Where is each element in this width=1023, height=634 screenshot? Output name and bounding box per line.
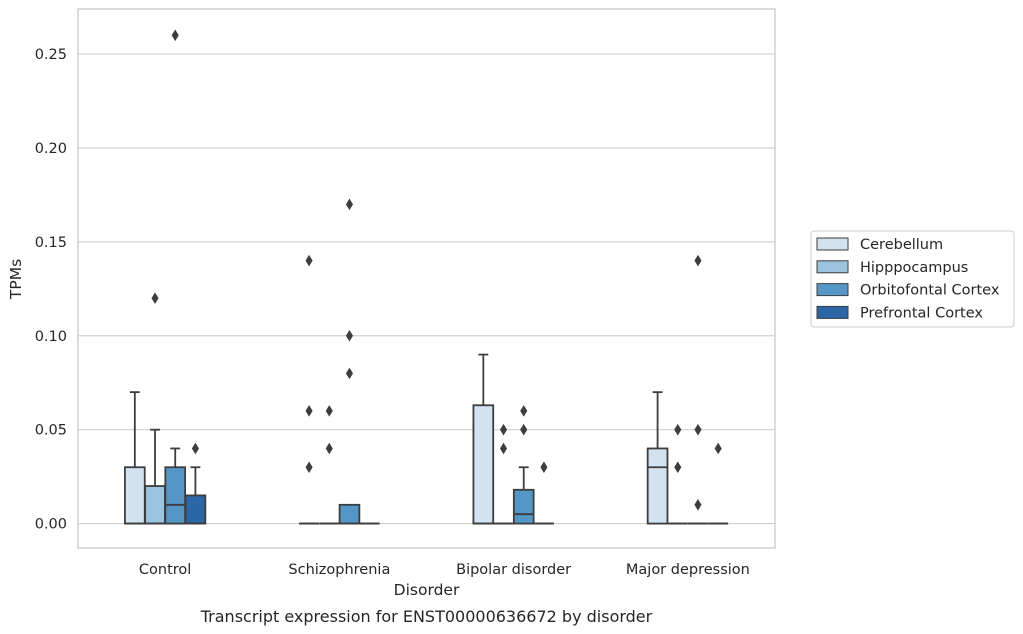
x-tick-label: Major depression	[626, 562, 750, 578]
x-tick-label: Schizophrenia	[288, 562, 390, 578]
box-cerebellum	[124, 391, 146, 525]
box-hipppocampus	[493, 423, 514, 525]
y-axis-title: TPMs	[7, 259, 25, 300]
outlier-point	[345, 330, 354, 342]
plot-frame	[77, 8, 776, 549]
outlier-point	[305, 461, 313, 474]
box-body	[184, 494, 207, 525]
plot-border	[77, 8, 776, 549]
box-cerebellum	[299, 254, 319, 525]
legend-frame	[810, 230, 1015, 328]
box-body	[124, 466, 146, 525]
outlier-point	[325, 442, 333, 455]
box-hipppocampus	[667, 423, 688, 525]
outlier-point	[305, 405, 313, 417]
box-layer	[124, 29, 729, 525]
x-tick-label: Bipolar disorder	[456, 562, 571, 578]
legend-label: Cerebellum	[860, 237, 943, 253]
x-axis-title: Disorder	[394, 581, 460, 599]
legend-swatch	[816, 305, 849, 319]
box-orbitofontal-cortex	[688, 254, 708, 525]
outlier-point	[305, 254, 313, 267]
box-cerebellum	[646, 391, 669, 525]
y-tick-label: 0.15	[35, 235, 67, 251]
box-orbitofontal-cortex	[164, 29, 187, 525]
legend-label: Hipppocampus	[860, 260, 968, 276]
outlier-point	[714, 442, 722, 455]
box-hipppocampus	[319, 405, 340, 525]
y-tick-label: 0.25	[35, 47, 67, 63]
axis-layer: 0.00 0.05 0.10 0.15 0.20 0.25 Control Schizophr…	[35, 47, 750, 578]
outlier-point	[694, 254, 702, 267]
grid-layer	[78, 53, 775, 525]
box-prefrontal-cortex	[708, 442, 729, 525]
outlier-point	[674, 423, 682, 436]
outlier-point	[520, 423, 528, 436]
outlier-point	[694, 499, 702, 511]
box-orbitofontal-cortex	[338, 198, 361, 525]
legend-swatch	[816, 283, 849, 297]
box-body	[646, 447, 669, 525]
box-hipppocampus	[144, 292, 166, 525]
box-body	[338, 503, 361, 525]
box-cerebellum	[472, 353, 495, 525]
box-orbitofontal-cortex	[512, 405, 535, 525]
box-body	[472, 404, 495, 525]
box-prefrontal-cortex	[184, 442, 207, 525]
legend-label: Prefrontal Cortex	[860, 305, 983, 321]
outlier-point	[151, 292, 159, 304]
legend-swatch	[816, 237, 849, 251]
x-tick-label: Control	[139, 562, 191, 578]
box-body	[512, 488, 535, 525]
outlier-point	[345, 367, 354, 380]
box-prefrontal-cortex	[534, 461, 554, 525]
outlier-point	[499, 442, 508, 455]
y-tick-label: 0.10	[35, 329, 67, 345]
box-body	[164, 466, 187, 525]
legend-swatch	[816, 260, 849, 274]
outlier-point	[191, 442, 199, 455]
legend: Cerebellum Hipppocampus Orbitofontal Corte…	[810, 230, 1015, 328]
y-tick-label: 0.05	[35, 423, 67, 439]
outlier-point	[520, 405, 528, 417]
y-tick-label: 0.00	[35, 517, 67, 533]
box-body	[144, 485, 166, 525]
legend-label: Orbitofontal Cortex	[860, 283, 1000, 299]
outlier-point	[694, 423, 702, 436]
outlier-point	[325, 405, 333, 417]
outlier-point	[540, 461, 548, 474]
outlier-point	[674, 461, 682, 474]
outlier-point	[171, 29, 179, 42]
chart-caption: Transcript expression for ENST0000063667…	[200, 607, 653, 626]
outlier-point	[499, 423, 508, 436]
outlier-point	[345, 198, 354, 211]
y-tick-label: 0.20	[35, 141, 67, 157]
